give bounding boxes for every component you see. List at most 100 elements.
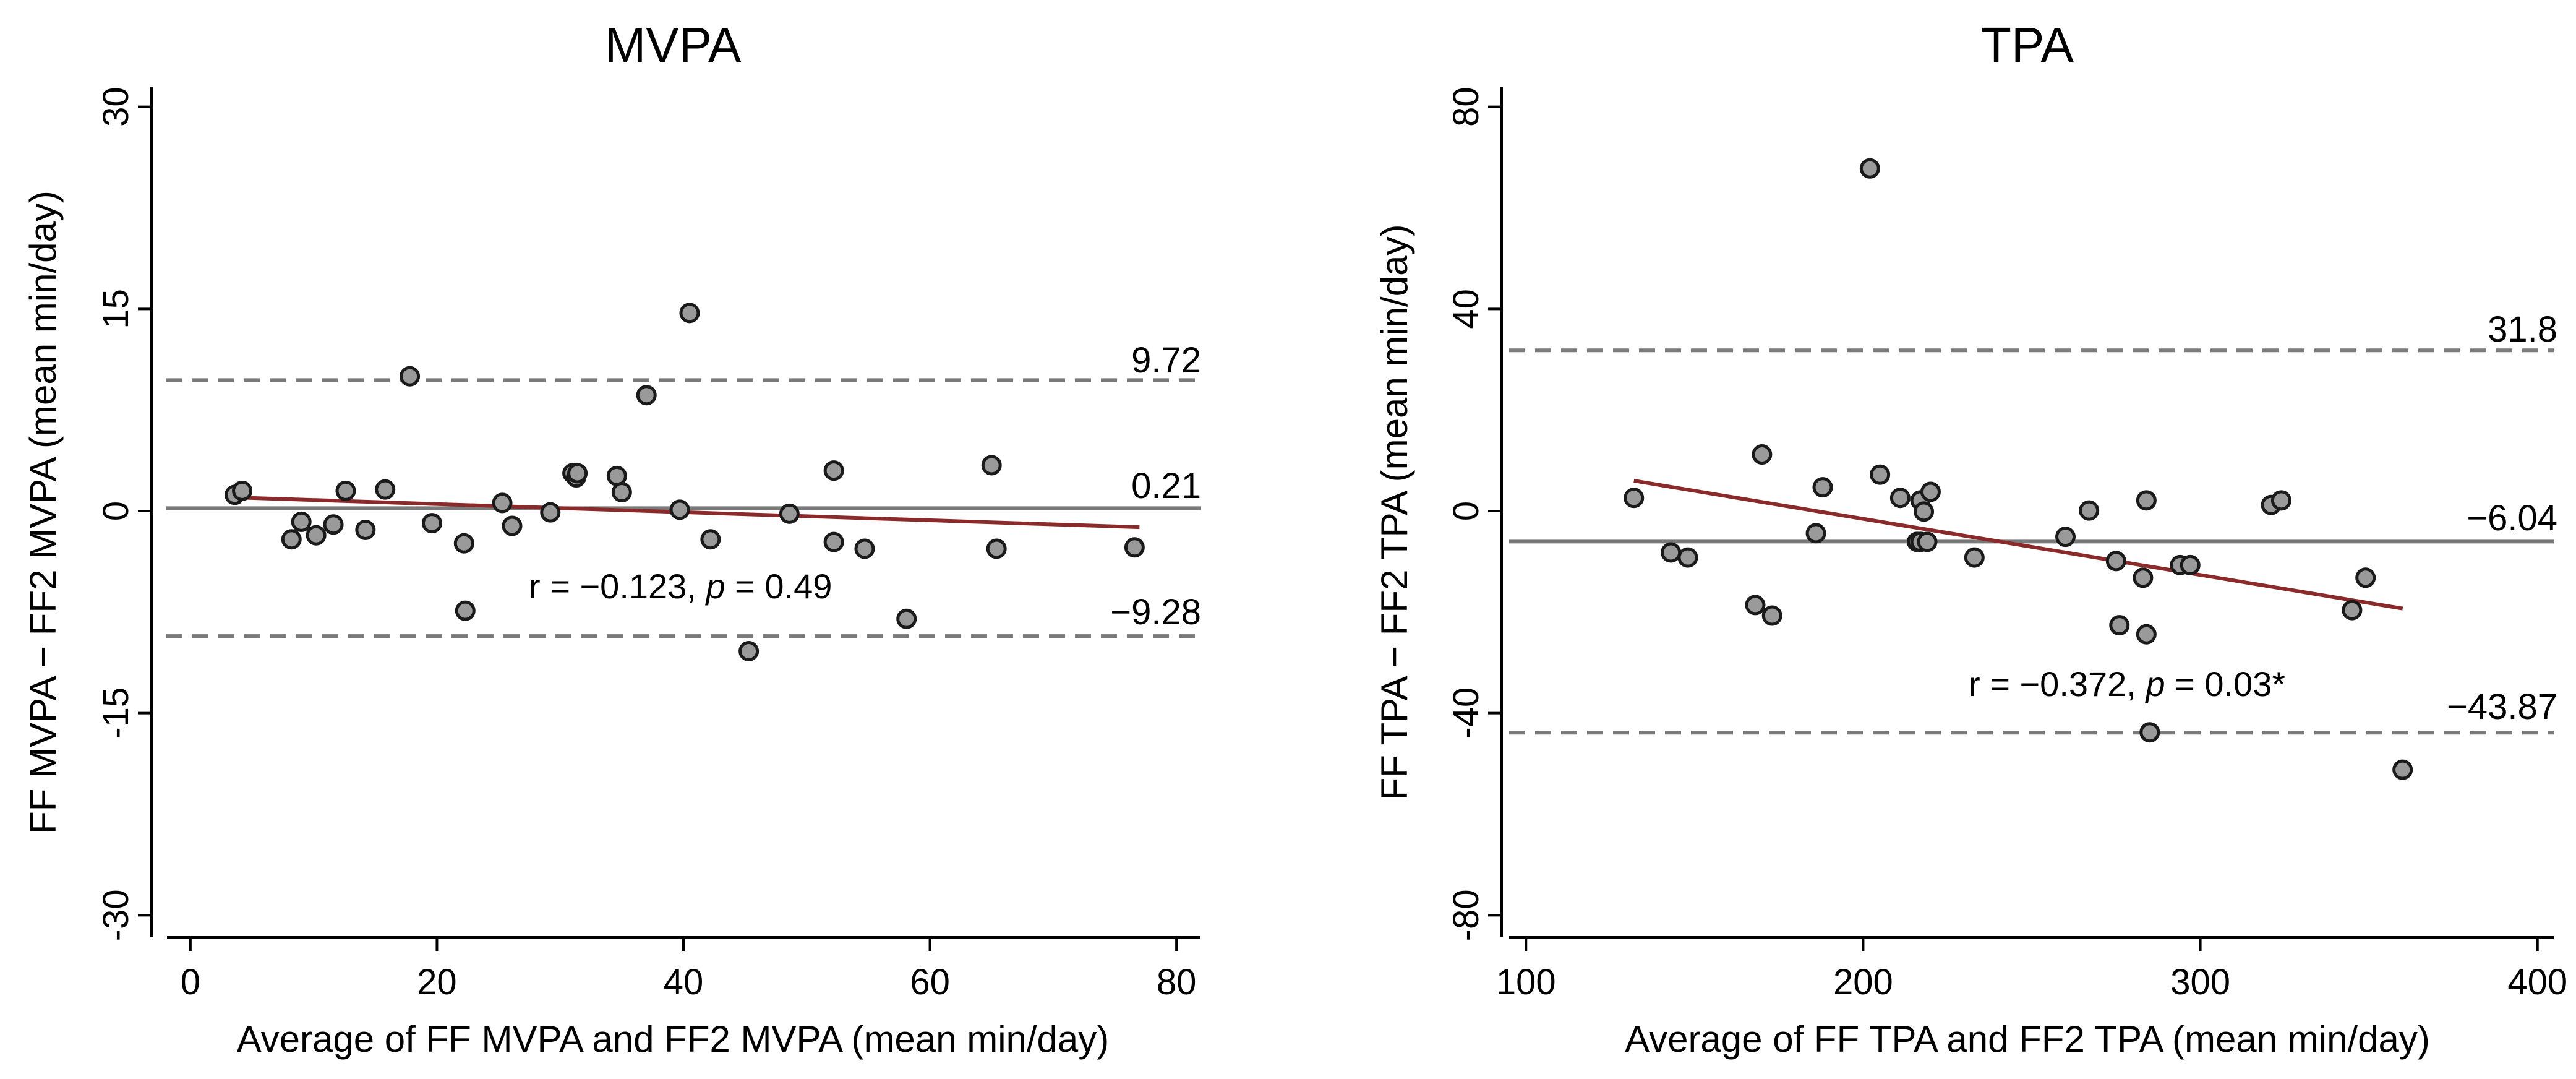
mvpa-lower-loa-label: −9.28: [1110, 592, 1201, 632]
mvpa-x-tick-label: 80: [1157, 962, 1197, 1002]
tpa-data-point: [1624, 488, 1645, 509]
tpa-data-point: [1805, 523, 1826, 544]
tpa-y-tick-label: -80: [1446, 889, 1486, 941]
mvpa-data-point: [455, 600, 476, 621]
mvpa-data-point: [492, 492, 513, 514]
mvpa-y-ticks: -30 -15 0 15 30: [96, 87, 152, 941]
mvpa-stat-p-symbol: p: [704, 567, 725, 606]
mvpa-data-point: [700, 529, 721, 550]
mvpa-stat-prefix: r = −0.123,: [529, 567, 706, 606]
mvpa-data-point: [281, 529, 302, 550]
mvpa-data-point: [679, 303, 700, 324]
tpa-y-tick-label: 40: [1446, 289, 1486, 329]
tpa-data-point: [1859, 158, 1880, 179]
tpa-data-point: [1914, 501, 1935, 522]
tpa-data-point: [2133, 567, 2154, 588]
mvpa-y-tick-label: 30: [96, 87, 136, 127]
tpa-data-point: [1920, 481, 1941, 502]
tpa-stat-prefix: r = −0.372,: [1969, 664, 2146, 703]
tpa-mean-label: −6.04: [2467, 498, 2557, 538]
tpa-data-point: [1889, 488, 1911, 509]
mvpa-stat-suffix: = 0.49: [725, 567, 832, 606]
tpa-data-point: [2136, 490, 2157, 511]
tpa-data-point: [1752, 444, 1773, 465]
tpa-data-point: [2139, 722, 2160, 743]
tpa-data-point: [2105, 551, 2126, 572]
mvpa-data-point: [421, 513, 442, 534]
mvpa-data-points: [225, 303, 1145, 661]
tpa-data-point: [1761, 605, 1782, 626]
mvpa-y-tick-label: -15: [96, 687, 136, 739]
mvpa-y-tick-label: 0: [96, 501, 136, 521]
mvpa-panel: MVPA -30 -15 0 15 30 0 20 40 60 80 9.72 0.21 −9.…: [22, 17, 1201, 1060]
tpa-data-point: [2136, 624, 2157, 645]
tpa-data-point: [1870, 464, 1891, 485]
tpa-data-point: [2355, 567, 2376, 588]
mvpa-data-point: [540, 502, 561, 523]
mvpa-y-axis-label: FF MVPA − FF2 MVPA (mean min/day): [22, 191, 64, 834]
tpa-correlation-text: r = −0.372, p = 0.03*: [1969, 664, 2285, 703]
tpa-y-axis-label: FF TPA − FF2 TPA (mean min/day): [1374, 225, 1415, 801]
tpa-y-tick-label: -40: [1446, 687, 1486, 739]
mvpa-data-point: [669, 499, 690, 520]
tpa-y-tick-label: 0: [1446, 501, 1486, 521]
mvpa-data-point: [1124, 537, 1145, 558]
mvpa-x-tick-label: 0: [181, 962, 200, 1002]
tpa-y-ticks: -80 -40 0 40 80: [1446, 87, 1502, 941]
mvpa-upper-loa-label: 9.72: [1131, 340, 1201, 380]
mvpa-data-point: [567, 463, 588, 484]
tpa-x-axis-label: Average of FF TPA and FF2 TPA (mean min/…: [1625, 1018, 2430, 1060]
mvpa-data-point: [823, 460, 844, 481]
tpa-x-tick-label: 300: [2170, 962, 2230, 1002]
mvpa-data-point: [355, 519, 376, 540]
mvpa-data-point: [291, 511, 312, 532]
mvpa-regression-line: [239, 496, 1140, 530]
tpa-data-point: [1661, 542, 1682, 563]
tpa-data-point: [1964, 547, 1985, 568]
tpa-data-point: [2109, 615, 2130, 636]
tpa-data-point: [2180, 554, 2201, 575]
mvpa-data-point: [453, 533, 474, 554]
tpa-y-tick-label: 80: [1446, 87, 1486, 127]
mvpa-data-point: [232, 480, 253, 501]
mvpa-data-point: [400, 366, 421, 387]
tpa-data-point: [2079, 500, 2100, 521]
tpa-title: TPA: [1981, 17, 2074, 72]
mvpa-data-point: [306, 525, 327, 546]
tpa-data-point: [1917, 531, 1938, 552]
mvpa-data-point: [323, 514, 344, 535]
mvpa-x-tick-label: 20: [417, 962, 457, 1002]
tpa-regression-line: [1633, 479, 2403, 611]
tpa-x-ticks: 100 200 300 400: [1496, 937, 2567, 1002]
mvpa-correlation-text: r = −0.123, p = 0.49: [529, 567, 832, 606]
mvpa-y-tick-label: 15: [96, 289, 136, 329]
tpa-stat-p-symbol: p: [2144, 664, 2165, 703]
mvpa-mean-label: 0.21: [1131, 466, 1201, 506]
tpa-x-tick-label: 200: [1833, 962, 1893, 1002]
tpa-upper-loa-label: 31.8: [2488, 309, 2557, 350]
mvpa-data-point: [854, 538, 875, 559]
mvpa-x-axis-label: Average of FF MVPA and FF2 MVPA (mean mi…: [237, 1018, 1110, 1060]
mvpa-title: MVPA: [605, 17, 742, 72]
mvpa-y-tick-label: -30: [96, 889, 136, 941]
mvpa-data-point: [335, 480, 356, 501]
mvpa-data-point: [502, 515, 523, 536]
tpa-data-point: [2392, 759, 2413, 780]
mvpa-data-point: [738, 640, 760, 661]
tpa-x-tick-label: 400: [2507, 962, 2567, 1002]
mvpa-x-tick-label: 60: [910, 962, 950, 1002]
tpa-lower-loa-label: −43.87: [2447, 687, 2557, 727]
mvpa-data-point: [823, 531, 844, 552]
tpa-reference-lines: [1509, 348, 2554, 735]
tpa-data-point: [1677, 547, 1698, 568]
mvpa-data-point: [636, 385, 657, 406]
tpa-data-point: [1812, 477, 1833, 498]
tpa-data-point: [2342, 600, 2363, 621]
mvpa-data-point: [896, 608, 917, 629]
tpa-data-point: [2270, 490, 2291, 511]
mvpa-x-ticks: 0 20 40 60 80: [181, 937, 1197, 1002]
tpa-data-points: [1624, 158, 2413, 780]
